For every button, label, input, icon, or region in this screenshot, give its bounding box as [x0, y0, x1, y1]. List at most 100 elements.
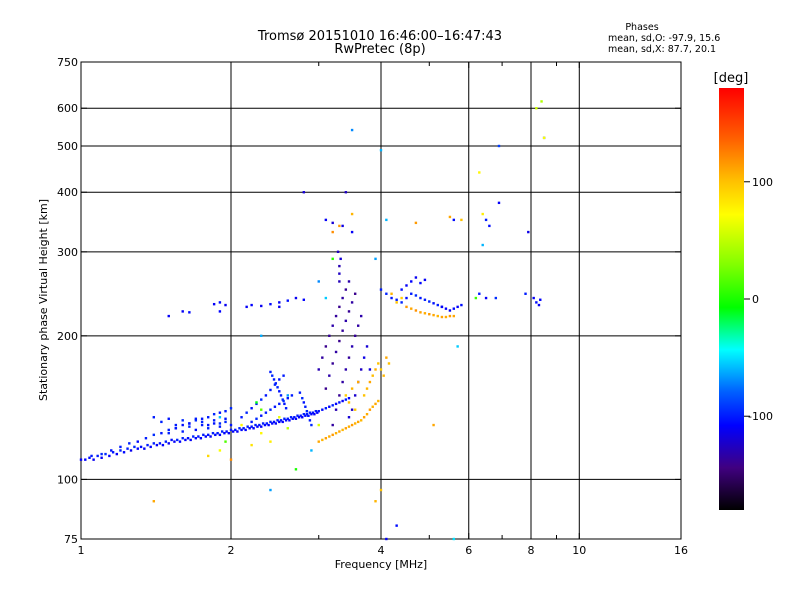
- data-point: [494, 296, 498, 300]
- data-point: [341, 399, 344, 403]
- data-point: [282, 399, 285, 403]
- x-tick-label: 2: [228, 544, 235, 557]
- y-tick-label: 400: [57, 186, 78, 199]
- data-point: [225, 430, 228, 433]
- data-point: [119, 449, 122, 452]
- data-point: [152, 416, 156, 419]
- data-point: [321, 408, 324, 411]
- data-point: [324, 407, 328, 410]
- colorbar-ticks: 100 0 -100: [744, 176, 773, 423]
- data-point: [423, 312, 427, 315]
- data-point: [341, 380, 344, 384]
- data-point: [173, 440, 176, 443]
- data-point: [452, 218, 456, 222]
- data-point: [414, 221, 418, 225]
- data-point: [341, 296, 344, 300]
- data-point: [324, 345, 328, 348]
- data-point: [387, 362, 391, 365]
- data-point: [365, 345, 369, 348]
- data-point: [347, 356, 351, 359]
- data-point: [260, 414, 263, 417]
- y-tick-label: 500: [57, 140, 78, 153]
- data-point: [428, 300, 431, 303]
- data-point: [344, 427, 348, 430]
- data-point: [261, 422, 265, 425]
- data-point: [410, 280, 413, 283]
- data-point: [410, 307, 413, 310]
- data-point: [218, 416, 222, 419]
- data-point: [144, 437, 148, 440]
- data-point: [301, 416, 304, 419]
- y-tick-label: 750: [57, 56, 78, 69]
- data-point: [379, 148, 383, 152]
- data-point: [294, 468, 298, 471]
- data-point: [532, 296, 535, 300]
- data-point: [395, 298, 398, 301]
- data-point: [452, 314, 456, 318]
- data-point: [341, 428, 344, 432]
- data-point: [274, 382, 277, 385]
- x-axis-label: Frequency [MHz]: [335, 558, 427, 571]
- data-point: [269, 370, 272, 374]
- data-point: [302, 401, 306, 404]
- data-point: [344, 394, 348, 397]
- data-point: [178, 440, 182, 443]
- data-point: [444, 307, 448, 310]
- data-point: [344, 319, 348, 323]
- data-point: [167, 431, 170, 435]
- data-point: [344, 368, 348, 371]
- data-point: [537, 303, 541, 307]
- data-point: [382, 374, 385, 377]
- data-point: [350, 301, 354, 304]
- x-tick-label: 10: [572, 544, 586, 557]
- data-point: [299, 414, 302, 417]
- data-point: [317, 368, 320, 371]
- data-point: [527, 230, 530, 234]
- data-point: [338, 401, 341, 404]
- data-point: [314, 409, 318, 413]
- data-point: [278, 305, 281, 309]
- colorbar-tick-label: 0: [752, 293, 759, 306]
- data-point: [278, 402, 281, 406]
- data-point: [273, 405, 277, 408]
- data-point: [227, 431, 231, 435]
- data-point: [273, 383, 277, 386]
- data-point: [478, 171, 481, 174]
- data-point: [246, 425, 249, 428]
- data-point: [160, 420, 163, 424]
- data-point: [284, 407, 288, 410]
- data-point: [244, 428, 247, 432]
- data-point: [324, 437, 328, 440]
- data-point: [341, 224, 344, 228]
- data-point: [524, 292, 527, 295]
- data-point: [535, 107, 538, 110]
- y-tick-label: 200: [57, 330, 78, 343]
- data-point: [448, 309, 452, 312]
- data-point: [297, 416, 301, 419]
- data-point: [254, 423, 257, 427]
- data-point: [278, 416, 281, 419]
- data-point: [288, 419, 291, 422]
- data-point: [96, 454, 99, 458]
- data-point: [263, 423, 267, 427]
- data-point: [331, 362, 334, 365]
- y-tick-label: 300: [57, 246, 78, 259]
- data-point: [395, 524, 398, 527]
- data-point: [338, 394, 341, 397]
- data-point: [276, 419, 279, 422]
- data-point: [206, 416, 210, 419]
- data-point: [344, 191, 348, 194]
- data-point: [133, 445, 136, 449]
- data-point: [218, 422, 222, 425]
- data-point: [478, 292, 481, 295]
- data-point: [212, 302, 216, 306]
- data-point: [200, 423, 204, 427]
- data-point: [456, 305, 459, 309]
- data-point: [218, 449, 222, 452]
- data-point: [317, 409, 320, 413]
- data-point: [347, 425, 351, 428]
- data-point: [79, 458, 83, 461]
- data-point: [460, 218, 463, 222]
- data-point: [218, 301, 222, 304]
- data-point: [278, 301, 281, 304]
